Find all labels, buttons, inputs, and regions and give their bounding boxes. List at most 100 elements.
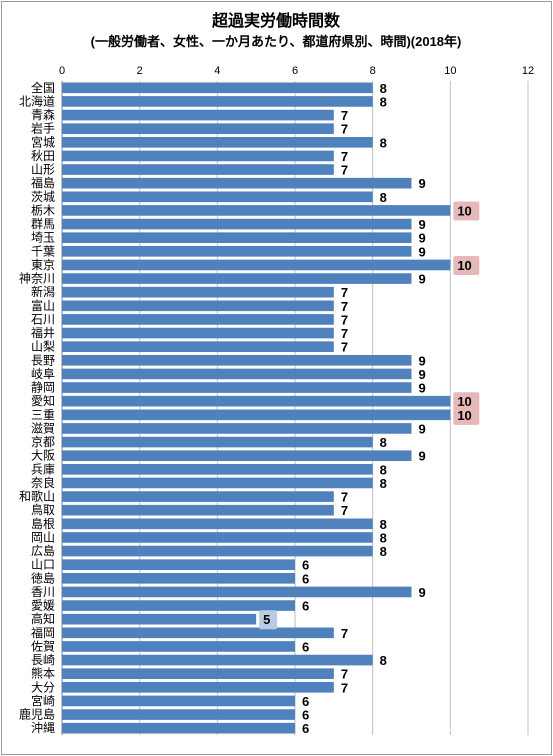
category-label: 三重	[31, 408, 55, 422]
bar-和歌山	[62, 491, 334, 502]
bar-沖縄	[62, 722, 295, 734]
value-label: 7	[341, 122, 348, 137]
value-label: 7	[341, 285, 348, 300]
bar-島根	[62, 518, 373, 530]
category-label: 岩手	[31, 121, 55, 136]
value-highlight	[453, 405, 480, 425]
bar-山形	[62, 164, 334, 175]
category-label: 奈良	[31, 475, 55, 490]
bar-岐阜	[62, 368, 412, 380]
value-label: 10	[457, 394, 471, 409]
category-label: 長崎	[31, 653, 55, 667]
bars	[62, 82, 451, 734]
value-label: 7	[341, 149, 348, 164]
value-label: 7	[341, 163, 348, 178]
category-label: 全国	[31, 80, 55, 95]
bar-京都	[62, 436, 373, 448]
value-label: 9	[419, 381, 426, 396]
value-label: 10	[457, 203, 471, 218]
bar-宮崎	[62, 695, 295, 707]
tick-label-8: 8	[370, 65, 376, 77]
bar-高知	[62, 613, 257, 625]
value-label: 9	[419, 585, 426, 600]
category-label: 埼玉	[31, 231, 55, 245]
bar-佐賀	[62, 641, 295, 652]
category-label: 千葉	[31, 244, 55, 258]
value-highlight	[259, 610, 278, 630]
bar-滋賀	[62, 423, 412, 434]
value-label: 7	[341, 299, 348, 314]
bar-青森	[62, 109, 334, 121]
category-label: 愛知	[31, 394, 55, 408]
value-label: 7	[341, 490, 348, 505]
value-label: 7	[341, 503, 348, 518]
tick-label-6: 6	[292, 65, 298, 77]
category-label: 高知	[31, 611, 55, 626]
value-label: 6	[302, 694, 309, 709]
bar-熊本	[62, 668, 334, 680]
bar-新潟	[62, 286, 334, 298]
value-highlight	[453, 201, 480, 221]
chart-title: 超過実労働時間数	[211, 11, 341, 30]
value-label: 8	[380, 435, 387, 450]
category-label: 東京	[31, 258, 55, 272]
value-label: 8	[380, 81, 387, 96]
category-label: 山口	[31, 558, 55, 572]
bar-茨城	[62, 191, 373, 203]
bar-石川	[62, 314, 334, 325]
bar-愛媛	[62, 600, 295, 611]
bar-福岡	[62, 627, 334, 639]
value-label: 7	[341, 626, 348, 641]
bar-福井	[62, 327, 334, 339]
bar-埼玉	[62, 232, 412, 244]
value-label: 9	[419, 217, 426, 232]
value-label: 8	[380, 94, 387, 109]
value-label: 5	[263, 612, 270, 627]
bar-栃木	[62, 205, 451, 216]
category-label: 鳥取	[31, 502, 55, 517]
value-label: 7	[341, 312, 348, 327]
value-label: 8	[380, 653, 387, 668]
category-label: 岡山	[31, 530, 55, 544]
watermark: 知乎 @夏目 星空	[429, 728, 527, 743]
category-label: 兵庫	[31, 462, 55, 476]
category-label: 山梨	[31, 340, 55, 354]
category-label: 宮崎	[31, 693, 55, 708]
category-label: 栃木	[31, 203, 55, 217]
category-label: 静岡	[31, 381, 55, 395]
bar-秋田	[62, 150, 334, 162]
value-label: 9	[419, 367, 426, 382]
value-label: 6	[302, 708, 309, 723]
grid-lines	[61, 81, 529, 735]
bar-兵庫	[62, 463, 373, 475]
category-label: 北海道	[19, 93, 55, 108]
value-label: 6	[302, 571, 309, 586]
category-label: 香川	[31, 585, 55, 599]
value-label: 8	[380, 476, 387, 491]
tick-label-12: 12	[522, 65, 534, 77]
bar-北海道	[62, 96, 373, 107]
value-label: 7	[341, 108, 348, 123]
category-label: 秋田	[31, 149, 55, 163]
category-label: 鹿児島	[19, 707, 55, 722]
bar-大分	[62, 681, 334, 693]
bar-千葉	[62, 245, 412, 257]
category-label: 群馬	[31, 217, 55, 231]
bar-鳥取	[62, 504, 334, 516]
value-label: 8	[380, 135, 387, 150]
category-label: 富山	[31, 298, 55, 313]
category-label: 滋賀	[31, 421, 55, 435]
value-label: 6	[302, 599, 309, 614]
bar-鹿児島	[62, 709, 295, 720]
tick-label-2: 2	[137, 65, 143, 77]
value-label: 10	[457, 258, 471, 273]
category-label: 福井	[31, 325, 55, 340]
value-label: 8	[380, 190, 387, 205]
value-label: 7	[341, 340, 348, 355]
category-labels: 全国北海道青森岩手宮城秋田山形福島茨城栃木群馬埼玉千葉東京神奈川新潟富山石川福井…	[19, 80, 55, 735]
bar-山口	[62, 559, 295, 571]
bar-香川	[62, 586, 412, 598]
category-label: 宮城	[31, 134, 55, 149]
bar-大阪	[62, 450, 412, 462]
